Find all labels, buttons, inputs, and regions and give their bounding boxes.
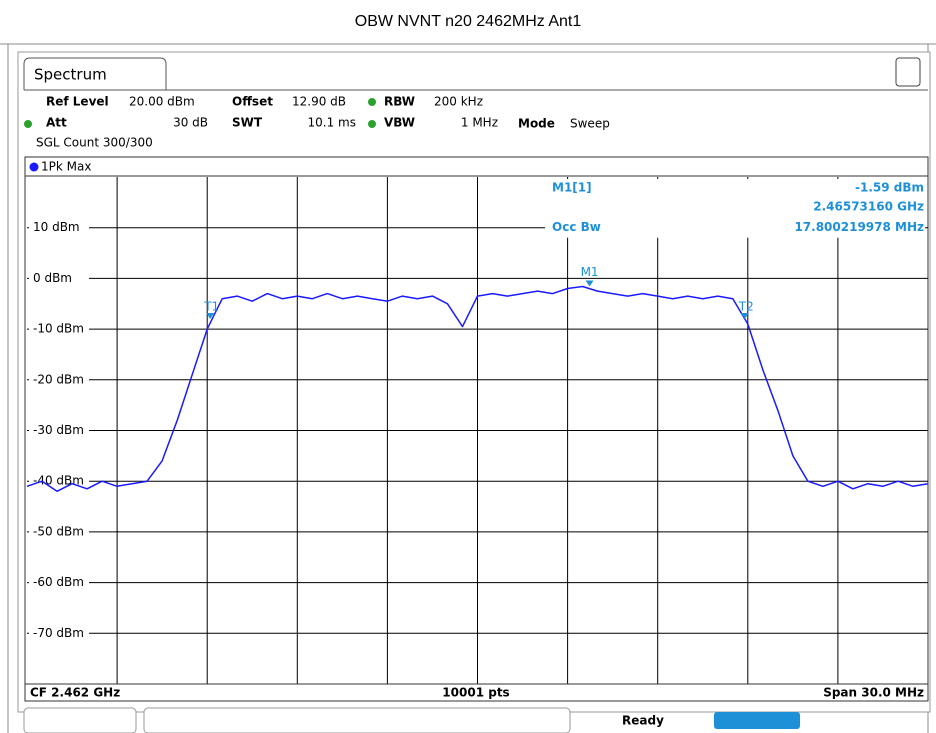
indicator [24,120,32,128]
y-tick-label: -30 dBm [33,423,84,437]
setting-label: Att [46,116,67,130]
setting-label: VBW [384,116,415,130]
spectrum-tab[interactable] [23,57,167,90]
points: 10001 pts [442,686,509,700]
menu-button[interactable] [895,57,921,87]
setting-label: Mode [518,117,555,131]
setting-value: 10.1 ms [308,116,356,130]
tick-label-bg [29,271,89,286]
page-title: OBW NVNT n20 2462MHz Ant1 [355,13,582,30]
center-frequency: CF 2.462 GHz [30,686,120,700]
occ-bw-marker [740,312,749,319]
trace-indicator [29,162,39,172]
occ-bw-marker-label: T1 [203,299,219,313]
trace-name: 1Pk Max [41,160,91,174]
tick-label-bg [29,372,89,387]
indicator [368,98,376,106]
status-field [23,707,137,733]
setting-label: SWT [232,116,263,130]
tick-label-bg [29,423,89,438]
setting-value: 200 kHz [434,95,483,109]
occ-bw-label: Occ Bw [552,220,601,234]
tab-label: Spectrum [34,66,107,84]
marker-frequency: 2.46573160 GHz [813,200,924,214]
span: Span 30.0 MHz [823,686,924,700]
setting-label: Ref Level [46,95,109,109]
tick-label-bg [29,220,89,235]
y-tick-label: -20 dBm [33,372,84,386]
marker-heading: M1[1] [552,181,592,195]
y-tick-label: 0 dBm [33,271,72,285]
sgl-count: SGL Count 300/300 [36,136,153,150]
status-field [143,707,571,733]
tick-label-bg [29,626,89,641]
y-tick-label: -70 dBm [33,626,84,640]
y-tick-label: -50 dBm [33,524,84,538]
plot-frame [24,156,929,702]
setting-value: Sweep [570,117,610,131]
tick-label-bg [29,524,89,539]
y-tick-label: -10 dBm [33,322,84,336]
y-tick-label: -60 dBm [33,575,84,589]
occ-bw-value: 17.800219978 MHz [794,220,924,234]
tick-label-bg [29,322,89,337]
setting-value: 30 dB [173,116,208,130]
setting-label: RBW [384,95,415,109]
setting-value: 1 MHz [461,116,498,130]
marker-name: M1 [581,265,599,279]
trace [26,285,929,493]
tick-label-bg [29,575,89,590]
marker-value: -1.59 dBm [855,181,924,195]
marker [585,280,594,287]
occ-bw-marker-label: T2 [738,299,754,313]
setting-value: 20.00 dBm [129,95,195,109]
y-tick-label: 10 dBm [33,220,80,234]
setting-value: 12.90 dB [292,95,346,109]
status: Ready [622,714,664,728]
occ-bw-marker [206,312,215,319]
progress-bar [714,712,800,729]
indicator [368,120,376,128]
setting-label: Offset [232,95,273,109]
readout-bg [545,179,925,238]
